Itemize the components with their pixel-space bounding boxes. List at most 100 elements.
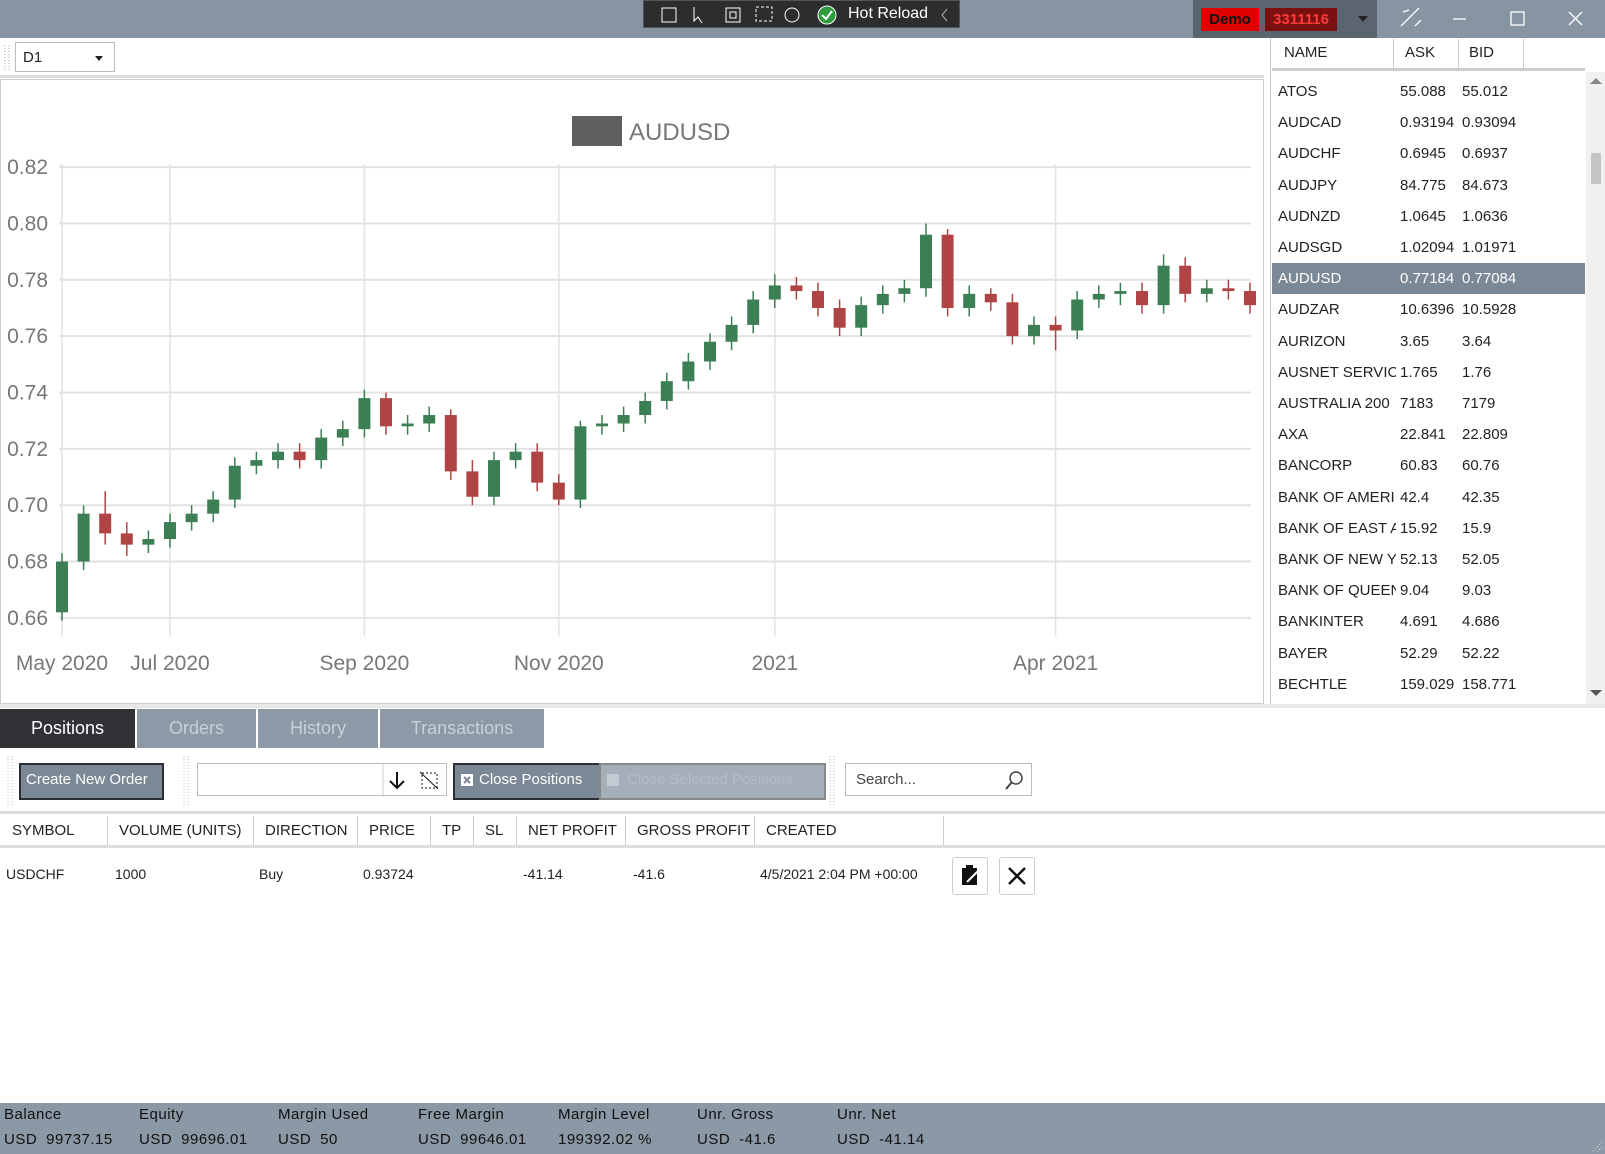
status-amount: 99646.01 bbox=[460, 1131, 527, 1148]
candle-body bbox=[768, 285, 781, 300]
candle-body bbox=[639, 400, 652, 416]
column-header: SYMBOL bbox=[12, 822, 75, 839]
column-divider bbox=[357, 816, 358, 845]
filter-icons bbox=[382, 764, 439, 797]
watchlist-cell: BANCORP bbox=[1278, 457, 1353, 475]
watchlist-row[interactable]: AUDCAD 0.93194 0.93094 bbox=[1272, 107, 1585, 138]
tab[interactable]: History bbox=[258, 709, 378, 748]
status-value: USD -41.6 bbox=[697, 1131, 776, 1148]
watchlist-row[interactable]: BANK OF AMERI 42.4 42.35 bbox=[1272, 482, 1585, 513]
candle-body bbox=[1049, 324, 1062, 331]
watchlist-cell: 0.77084 bbox=[1462, 270, 1517, 288]
column-header: ASK bbox=[1405, 44, 1436, 61]
position-cell: 4/5/2021 2:04 PM +00:00 bbox=[760, 866, 918, 882]
watchlist-row[interactable]: AUSTRALIA 200 7183 7179 bbox=[1272, 388, 1585, 419]
edit-button[interactable] bbox=[952, 857, 988, 895]
candle-body bbox=[444, 415, 457, 472]
status-amount: -41.14 bbox=[879, 1131, 925, 1148]
watchlist-row[interactable]: BANCORP 60.83 60.76 bbox=[1272, 450, 1585, 481]
dev-icons bbox=[661, 5, 948, 25]
watchlist-cell: 55.012 bbox=[1462, 83, 1508, 100]
watchlist-cell: 0.6937 bbox=[1462, 145, 1508, 163]
status-value: 199392.02 % bbox=[558, 1131, 652, 1148]
position-cell: -41.6 bbox=[633, 866, 665, 882]
watchlist-row[interactable]: AUDCHF 0.6945 0.6937 bbox=[1272, 138, 1585, 169]
watchlist-row[interactable]: AXA 22.841 22.809 bbox=[1272, 419, 1585, 450]
create-order-button[interactable]: Create New Order bbox=[19, 763, 164, 800]
status-value: USD 99696.01 bbox=[139, 1131, 248, 1148]
status-amount: 99696.01 bbox=[181, 1131, 248, 1148]
candle-body bbox=[1222, 288, 1235, 292]
dev-toolbar: Hot Reload bbox=[643, 0, 960, 28]
candle-body bbox=[941, 234, 954, 308]
watchlist-row[interactable]: AUDNZD 1.0645 1.0636 bbox=[1272, 201, 1585, 232]
edit-icon bbox=[962, 865, 979, 885]
y-tick-label: 0.68 bbox=[7, 551, 48, 574]
candle-body bbox=[509, 451, 522, 461]
column-header: VOLUME (UNITS) bbox=[119, 822, 242, 839]
y-tick-label: 0.78 bbox=[7, 269, 48, 292]
watchlist-cell: 3.65 bbox=[1400, 332, 1430, 350]
y-tick-label: 0.80 bbox=[7, 212, 48, 235]
watchlist-cell: AURIZON bbox=[1278, 332, 1346, 350]
status-value: USD 50 bbox=[278, 1131, 338, 1148]
watchlist-cell: 4.691 bbox=[1400, 613, 1438, 631]
status-cell: Free Margin USD 99646.01 bbox=[414, 1103, 560, 1154]
watchlist-row[interactable]: ATOS 55.088 55.012 bbox=[1272, 76, 1585, 107]
candle-body bbox=[56, 561, 68, 613]
watchlist-cell: BANK OF AMERI bbox=[1278, 488, 1395, 506]
candle-body bbox=[358, 398, 371, 430]
watchlist-cell: 84.775 bbox=[1400, 176, 1446, 194]
candle-body bbox=[531, 451, 544, 483]
column-header: NET PROFIT bbox=[528, 822, 617, 839]
watchlist-row[interactable]: AUDSGD 1.02094 1.01971 bbox=[1272, 232, 1585, 263]
timeframe-select[interactable]: D1 bbox=[15, 42, 115, 72]
account-dropdown[interactable] bbox=[1353, 0, 1373, 38]
column-header: PRICE bbox=[369, 822, 415, 839]
x-tick-label: May 2020 bbox=[16, 652, 108, 675]
scrollbar[interactable] bbox=[1586, 72, 1605, 704]
close-selected-button: Close Selected Positions bbox=[599, 763, 826, 800]
tab[interactable]: Orders bbox=[137, 709, 256, 748]
search-box[interactable]: Search... bbox=[845, 763, 1032, 796]
status-value: USD 99737.15 bbox=[4, 1131, 113, 1148]
watchlist-cell: 0.93194 bbox=[1400, 114, 1455, 132]
watchlist bbox=[1270, 38, 1605, 704]
hot-reload[interactable]: Hot Reload bbox=[848, 5, 929, 22]
watchlist-row[interactable]: BANKINTER 4.691 4.686 bbox=[1272, 606, 1585, 637]
watchlist-cell: BAYER bbox=[1278, 644, 1328, 662]
watchlist-cell: AUSNET SERVICE bbox=[1278, 363, 1396, 381]
watchlist-row[interactable]: BECHTLE 159.029 158.771 bbox=[1272, 669, 1585, 700]
account-number: 3311116 bbox=[1265, 8, 1337, 31]
watchlist-row[interactable]: AUDUSD 0.77184 0.77084 bbox=[1272, 263, 1585, 295]
status-currency: USD bbox=[837, 1131, 871, 1148]
watchlist-row[interactable]: BANK OF EAST A 15.92 15.9 bbox=[1272, 513, 1585, 544]
watchlist-row[interactable]: AUDJPY 84.775 84.673 bbox=[1272, 170, 1585, 201]
candle-body bbox=[660, 381, 673, 401]
tab[interactable]: Transactions bbox=[380, 709, 544, 748]
position-cell: USDCHF bbox=[6, 866, 65, 882]
status-amount: 99737.15 bbox=[46, 1131, 113, 1148]
watchlist-row[interactable]: BANK OF NEW Y 52.13 52.05 bbox=[1272, 544, 1585, 575]
close-positions-button[interactable]: Close Positions bbox=[453, 763, 615, 800]
watchlist-row[interactable]: BAYER 52.29 52.22 bbox=[1272, 638, 1585, 669]
position-cell: Buy bbox=[259, 866, 284, 882]
watchlist-cell: 1.0645 bbox=[1400, 207, 1446, 225]
close-button[interactable] bbox=[999, 857, 1035, 895]
watchlist-cell: AUDCAD bbox=[1278, 114, 1342, 132]
y-tick-label: 0.76 bbox=[7, 325, 48, 348]
watchlist-row[interactable]: AUDZAR 10.6396 10.5928 bbox=[1272, 294, 1585, 325]
watchlist-row[interactable]: AUSNET SERVICE 1.765 1.76 bbox=[1272, 357, 1585, 388]
watchlist-row[interactable]: BANK OF QUEEN 9.04 9.03 bbox=[1272, 575, 1585, 606]
watchlist-cell: 15.9 bbox=[1462, 519, 1492, 537]
status-currency: USD bbox=[697, 1131, 731, 1148]
filter-box[interactable] bbox=[197, 763, 447, 797]
candle-body bbox=[1157, 265, 1170, 306]
tab[interactable]: Positions bbox=[0, 709, 135, 748]
candle-body bbox=[725, 324, 738, 342]
watchlist-cell: 158.771 bbox=[1462, 675, 1517, 693]
watchlist-row[interactable]: AURIZON 3.65 3.64 bbox=[1272, 326, 1585, 357]
watchlist-cell: 52.22 bbox=[1462, 644, 1500, 662]
status-amount: 199392.02 % bbox=[558, 1131, 652, 1148]
close-icon bbox=[1008, 867, 1026, 885]
